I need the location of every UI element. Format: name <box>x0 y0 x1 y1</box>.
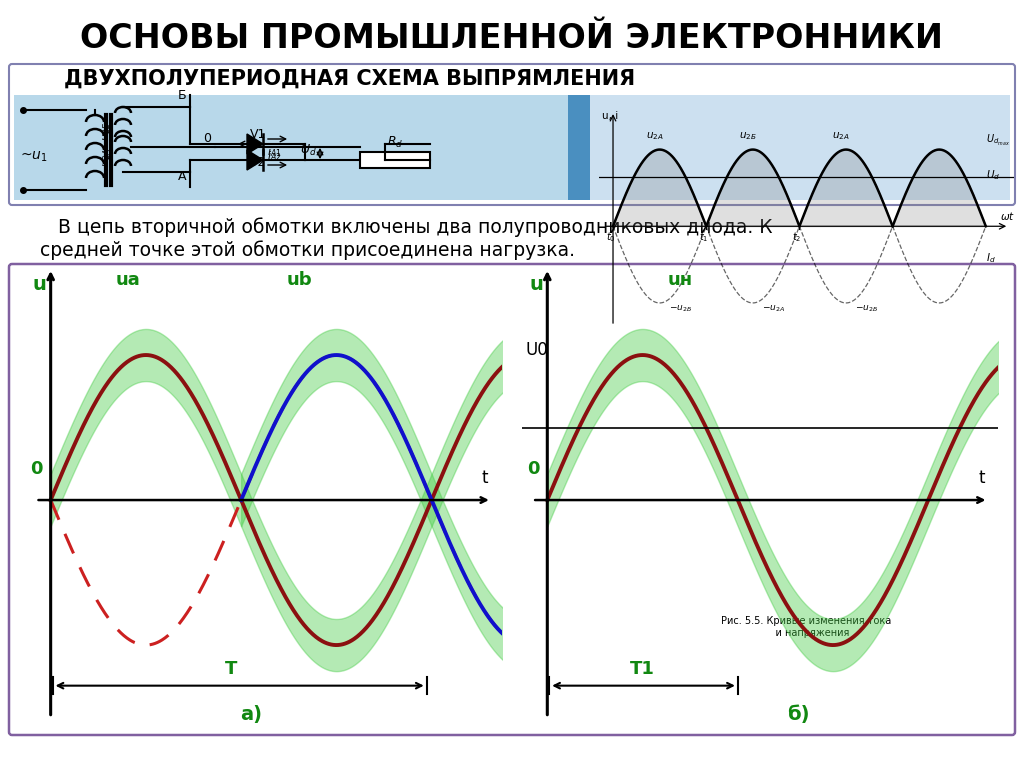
Text: $i_{A1}$: $i_{A1}$ <box>267 145 282 159</box>
Bar <box>590 95 1010 200</box>
Text: ~$u_1$: ~$u_1$ <box>20 150 48 164</box>
FancyBboxPatch shape <box>9 64 1015 205</box>
Text: $I_d$: $I_d$ <box>986 251 995 265</box>
Text: $u_{2A}$: $u_{2A}$ <box>646 130 664 142</box>
Polygon shape <box>247 150 263 170</box>
Text: 0: 0 <box>31 460 43 478</box>
Bar <box>14 95 568 200</box>
Polygon shape <box>247 134 263 154</box>
Text: $\omega t$: $\omega t$ <box>999 210 1015 222</box>
Text: $t_2$: $t_2$ <box>792 230 802 244</box>
Text: 0: 0 <box>203 132 211 145</box>
Text: ua: ua <box>116 272 140 289</box>
Text: $t_0$: $t_0$ <box>605 230 615 244</box>
Bar <box>568 95 590 200</box>
Text: $-u_{2Б}$: $-u_{2Б}$ <box>855 304 879 314</box>
Text: V1: V1 <box>250 128 266 141</box>
Text: u: u <box>529 275 543 295</box>
Text: $-u_{2Б}$: $-u_{2Б}$ <box>669 304 692 314</box>
Text: Рис. 5.5. Кривые изменения тока
    и напряжения: Рис. 5.5. Кривые изменения тока и напряж… <box>721 617 892 638</box>
Text: средней точке этой обмотки присоединена нагрузка.: средней точке этой обмотки присоединена … <box>40 240 575 260</box>
Text: В цепь вторичной обмотки включены два полупроводниковых диода. К: В цепь вторичной обмотки включены два по… <box>40 217 772 237</box>
Text: t: t <box>481 469 488 486</box>
Text: $i_{A2}$: $i_{A2}$ <box>267 149 282 163</box>
Text: T: T <box>225 660 238 678</box>
FancyBboxPatch shape <box>9 264 1015 735</box>
Text: uн: uн <box>668 272 692 289</box>
Text: t: t <box>978 469 985 486</box>
Text: $u_{2A}$: $u_{2A}$ <box>101 149 113 167</box>
Text: б): б) <box>786 706 809 725</box>
Text: T1: T1 <box>630 660 655 678</box>
Text: $R_d$: $R_d$ <box>387 135 403 150</box>
Text: $-u_{2A}$: $-u_{2A}$ <box>762 304 785 314</box>
Text: $u_{2Б}$: $u_{2Б}$ <box>739 130 757 142</box>
Text: $U_d$: $U_d$ <box>986 168 1000 182</box>
Text: А: А <box>178 170 186 183</box>
Text: $u_{2Б}$: $u_{2Б}$ <box>101 123 113 141</box>
Text: $U_{d_{max}}$: $U_{d_{max}}$ <box>986 133 1010 149</box>
Text: ОСНОВЫ ПРОМЫШЛЕННОЙ ЭЛЕКТРОННИКИ: ОСНОВЫ ПРОМЫШЛЕННОЙ ЭЛЕКТРОННИКИ <box>81 22 943 55</box>
Text: ДВУХПОЛУПЕРИОДНАЯ СХЕМА ВЫПРЯМЛЕНИЯ: ДВУХПОЛУПЕРИОДНАЯ СХЕМА ВЫПРЯМЛЕНИЯ <box>65 69 636 89</box>
Text: $u_{2A}$: $u_{2A}$ <box>833 130 850 142</box>
Text: а): а) <box>241 706 262 725</box>
Text: $t_1$: $t_1$ <box>698 230 709 244</box>
Text: $U_d$: $U_d$ <box>300 143 316 158</box>
Text: V2: V2 <box>250 156 266 169</box>
Text: 0: 0 <box>527 460 540 478</box>
Text: Б: Б <box>178 89 186 102</box>
Text: u, i: u, i <box>602 111 618 121</box>
Bar <box>360 152 430 168</box>
Text: U0: U0 <box>525 341 548 359</box>
Text: u: u <box>33 275 46 295</box>
Text: ub: ub <box>287 272 312 289</box>
